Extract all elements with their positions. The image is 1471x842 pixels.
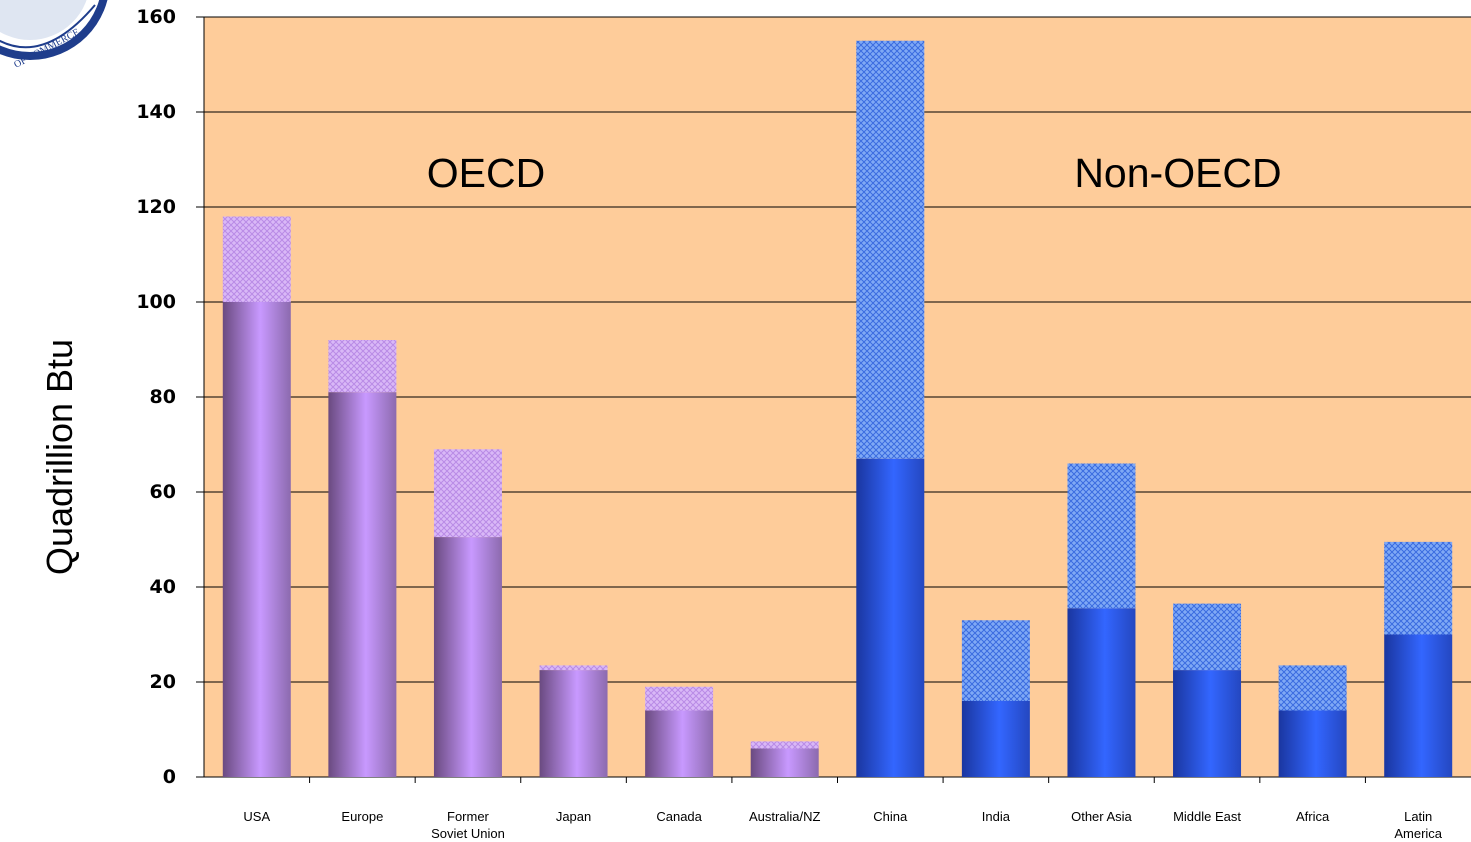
x-tick-label: Middle East: [1173, 809, 1241, 824]
bar-segment-solid: [222, 302, 291, 777]
bar-segment-hatched: [222, 216, 291, 302]
x-tick-label: Other Asia: [1071, 809, 1132, 824]
bar-segment-solid: [539, 670, 608, 777]
x-tick-label: Japan: [556, 809, 591, 824]
y-tick-label: 160: [136, 6, 176, 28]
group-label-oecd: OECD: [427, 150, 545, 196]
bar-segment-hatched: [1067, 463, 1136, 609]
y-axis-label: Quadrillion Btu: [39, 339, 80, 575]
y-tick-label: 60: [150, 481, 176, 503]
bar-segment-hatched: [1173, 603, 1242, 671]
x-tick-label: Africa: [1296, 809, 1330, 824]
bar-segment-hatched: [961, 620, 1030, 701]
x-tick-label: China: [873, 809, 908, 824]
x-tick-label: Europe: [341, 809, 383, 824]
bar-segment-solid: [433, 537, 502, 777]
bar-segment-solid: [750, 748, 819, 777]
y-tick-label: 100: [136, 291, 176, 313]
y-tick-label: 0: [163, 766, 176, 788]
bar-segment-hatched: [433, 449, 502, 538]
bar-segment-hatched: [856, 40, 925, 459]
bar-segment-hatched: [1278, 665, 1347, 711]
bar-segment-hatched: [1384, 541, 1453, 635]
y-tick-label: 140: [136, 101, 176, 123]
bar-segment-solid: [1278, 710, 1347, 777]
logo-seal: OF COMMERCE: [0, 0, 110, 70]
y-tick-label: 120: [136, 196, 176, 218]
x-tick-label: Canada: [656, 809, 702, 824]
x-tick-label: Former Soviet Union: [431, 809, 505, 841]
bar-segment-hatched: [539, 665, 608, 671]
x-tick-label: Latin America: [1394, 809, 1442, 841]
x-tick-label: India: [982, 809, 1011, 824]
bar-segment-hatched: [328, 340, 397, 393]
x-tick-label: USA: [243, 809, 270, 824]
bar-segment-solid: [1173, 670, 1242, 777]
bar-segment-solid: [645, 710, 714, 777]
bar-segment-solid: [1067, 608, 1136, 777]
y-tick-label: 80: [150, 386, 176, 408]
bar-segment-hatched: [645, 686, 714, 711]
group-label-non-oecd: Non-OECD: [1074, 150, 1281, 196]
bar-segment-solid: [328, 392, 397, 777]
bar-segment-solid: [1384, 634, 1453, 777]
bar-segment-solid: [961, 701, 1030, 777]
x-tick-label: Australia/NZ: [749, 809, 821, 824]
bar-segment-solid: [856, 458, 925, 777]
bar-segment-hatched: [750, 741, 819, 749]
y-tick-label: 20: [150, 671, 176, 693]
y-tick-label: 40: [150, 576, 176, 598]
